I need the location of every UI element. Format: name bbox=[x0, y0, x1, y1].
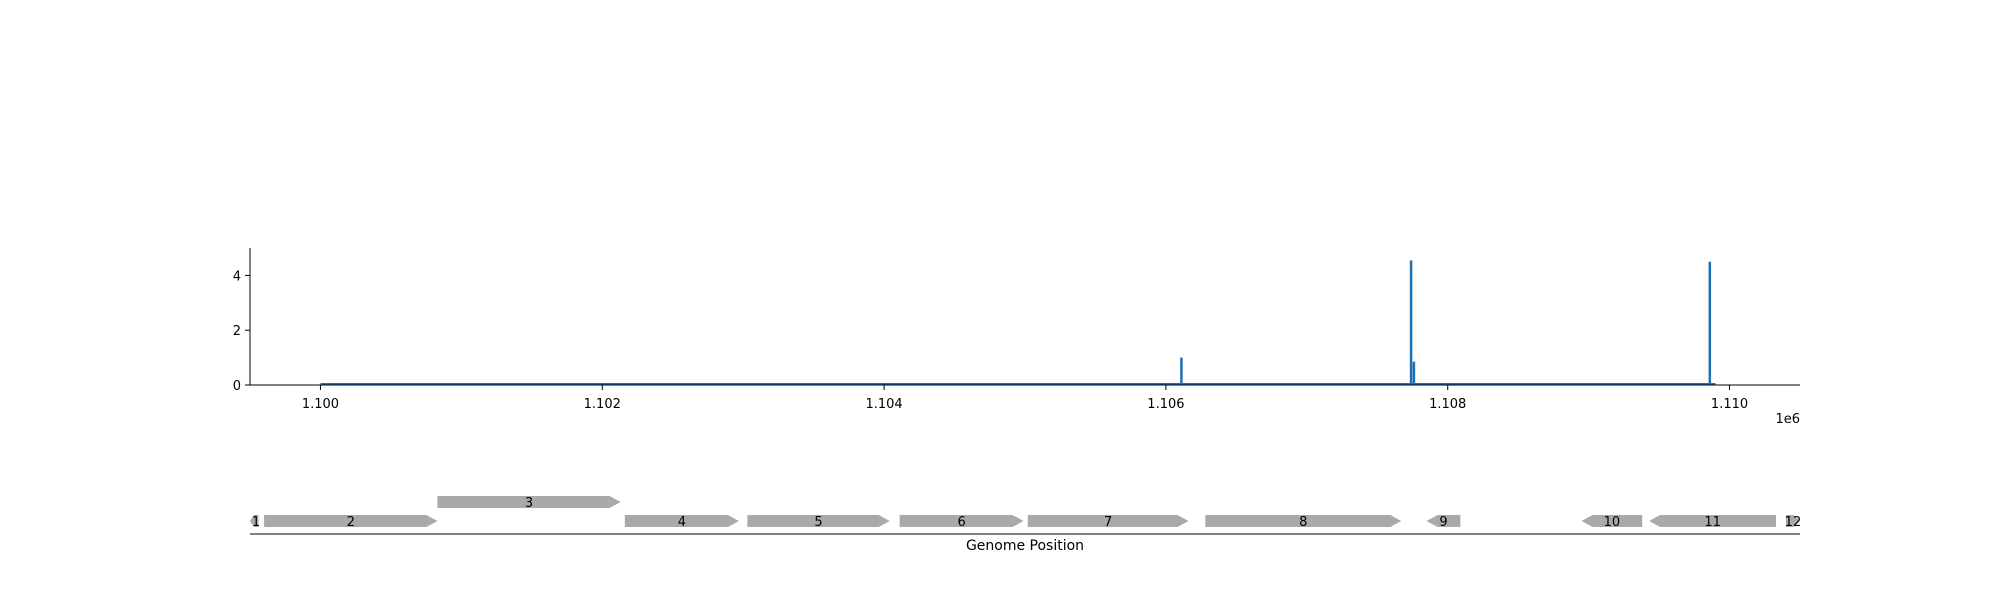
y-tick-label: 0 bbox=[233, 379, 241, 394]
y-tick-label: 2 bbox=[233, 324, 241, 339]
x-tick-label: 1.110 bbox=[1711, 397, 1748, 412]
gene-label: 4 bbox=[678, 515, 686, 530]
gene-feature bbox=[1027, 515, 1189, 527]
gene-label: 2 bbox=[347, 515, 355, 530]
gene-features: 1 234 5 6 7 8 9 10 11 12 bbox=[250, 496, 1801, 530]
gene-feature bbox=[747, 515, 890, 527]
coverage-series bbox=[320, 260, 1716, 385]
gene-feature bbox=[1785, 515, 1800, 527]
gene-label: 7 bbox=[1104, 515, 1112, 530]
gene-feature bbox=[1205, 515, 1402, 527]
coverage-plot: 0 2 4 1.100 1.102 1.104 1.106 1.108 1.110 1e6 bbox=[233, 248, 1800, 427]
gene-label: 1 bbox=[252, 515, 260, 530]
x-tick-label: 1.108 bbox=[1429, 397, 1466, 412]
gene-feature bbox=[1581, 515, 1643, 527]
x-tick-label: 1.106 bbox=[1147, 397, 1184, 412]
gene-track: 1 234 5 6 7 8 9 10 11 12 Genome Position bbox=[250, 496, 1801, 554]
gene-label: 3 bbox=[525, 496, 533, 511]
x-tick-label: 1.104 bbox=[865, 397, 902, 412]
gene-label: 6 bbox=[957, 515, 965, 530]
gene-label: 12 bbox=[1785, 515, 1802, 530]
gene-feature bbox=[899, 515, 1024, 527]
gene-label: 9 bbox=[1439, 515, 1447, 530]
gene-label: 10 bbox=[1604, 515, 1621, 530]
gene-feature bbox=[1426, 515, 1461, 527]
x-tick-label: 1.102 bbox=[584, 397, 621, 412]
y-ticks: 0 2 4 bbox=[233, 269, 250, 394]
x-axis-label: Genome Position bbox=[966, 538, 1084, 554]
gene-label: 8 bbox=[1299, 515, 1307, 530]
gene-feature bbox=[624, 515, 739, 527]
gene-feature bbox=[250, 515, 259, 527]
x-tick-label: 1.100 bbox=[302, 397, 339, 412]
x-ticks: 1.100 1.102 1.104 1.106 1.108 1.110 bbox=[302, 385, 1748, 412]
gene-label: 5 bbox=[814, 515, 822, 530]
gene-feature bbox=[264, 515, 438, 527]
gene-feature bbox=[437, 496, 621, 508]
gene-feature bbox=[1649, 515, 1777, 527]
gene-label: 11 bbox=[1704, 515, 1721, 530]
y-tick-label: 4 bbox=[233, 269, 241, 284]
x-offset-label: 1e6 bbox=[1775, 412, 1800, 427]
